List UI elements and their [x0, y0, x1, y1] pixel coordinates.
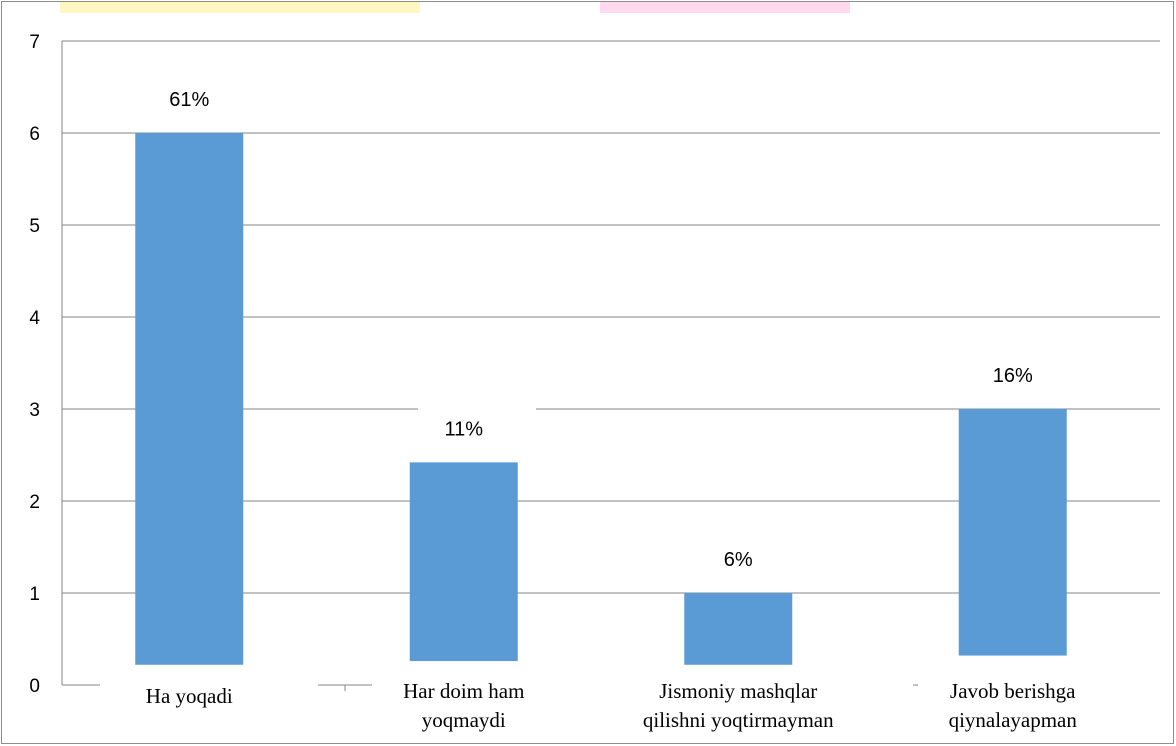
top-decoration-right	[600, 1, 850, 13]
top-decoration-left	[60, 1, 420, 13]
data-label: 16%	[993, 365, 1033, 387]
x-category-label: qiynalayapman	[949, 708, 1078, 732]
y-tick-label: 6	[29, 124, 40, 145]
y-tick-label: 2	[29, 492, 40, 513]
data-label: 6%	[724, 549, 753, 571]
bar	[135, 133, 244, 665]
x-category-label: yoqmaydi	[422, 708, 506, 732]
data-label: 61%	[169, 89, 209, 111]
x-category-label: Javob berishga	[950, 679, 1076, 703]
x-category-label: Har doim ham	[403, 679, 524, 703]
data-label: 11%	[444, 418, 483, 440]
y-tick-label: 1	[29, 584, 40, 605]
y-tick-label: 4	[29, 308, 40, 329]
y-tick-label: 0	[29, 676, 40, 697]
bar	[409, 462, 518, 662]
y-tick-label: 5	[29, 216, 40, 237]
x-category-label: qilishni yoqtirmayman	[643, 708, 834, 732]
y-tick-label: 3	[29, 400, 40, 421]
y-tick-label: 7	[29, 32, 40, 53]
x-category-label: Jismoniy mashqlar	[659, 679, 817, 703]
bar	[958, 409, 1067, 656]
bar	[684, 593, 793, 665]
gridline-gap	[418, 406, 536, 412]
x-category-label: Ha yoqadi	[146, 684, 233, 708]
